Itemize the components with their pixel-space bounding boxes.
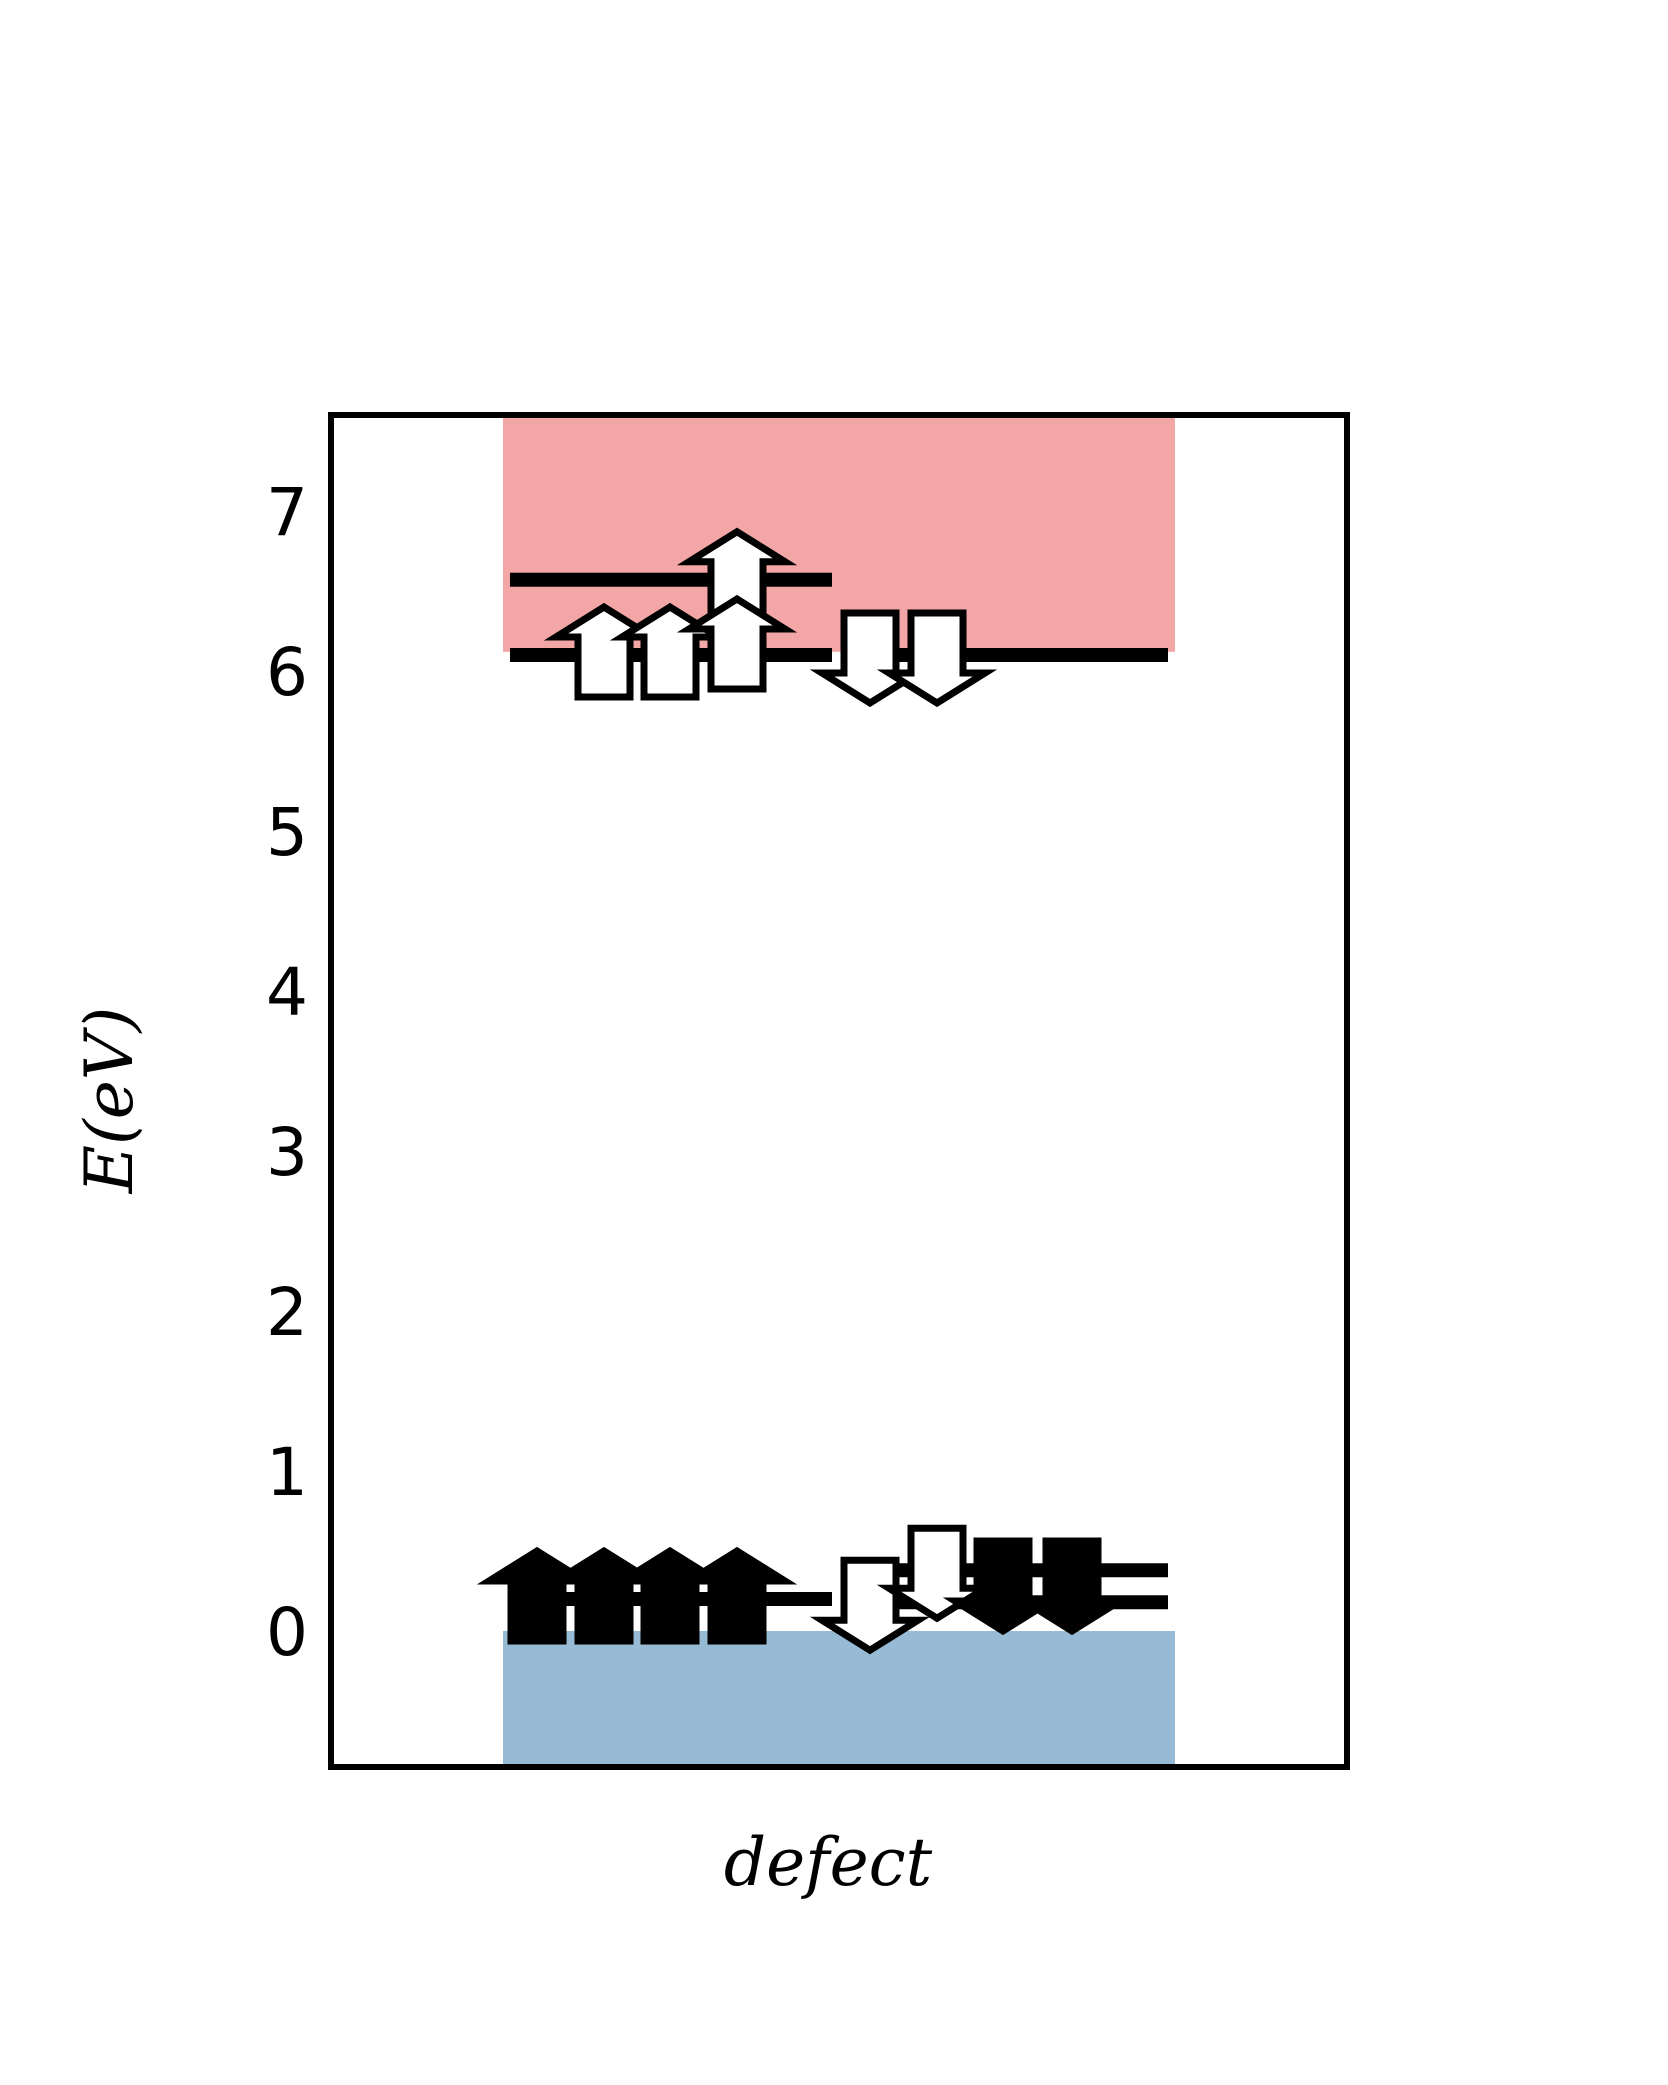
spin-down-arrow (1011, 1537, 1133, 1636)
y-axis-label: E(eV) (71, 1007, 148, 1194)
spin-down-arrow (809, 609, 931, 708)
y-tick-label: 4 (266, 954, 308, 1031)
spin-down-arrow (809, 1556, 931, 1655)
y-tick-label: 2 (266, 1274, 308, 1351)
y-tick-label: 1 (266, 1434, 308, 1511)
spin-up-arrow (476, 1546, 598, 1645)
y-tick-label: 6 (266, 634, 308, 711)
y-tick-layer: 0 1 2 3 4 5 6 7 (266, 474, 308, 1671)
spin-down-arrow (876, 609, 998, 708)
arrow-layer (476, 527, 1133, 1655)
y-tick-label: 7 (266, 474, 308, 551)
y-tick-label: 0 (266, 1594, 308, 1671)
level-layer (510, 572, 1168, 1610)
y-tick-label: 5 (266, 794, 308, 871)
plot-frame (328, 412, 1350, 1770)
x-axis-label: defect (724, 1824, 933, 1901)
spin-up-arrow (676, 1546, 798, 1645)
valence-band (503, 1631, 1175, 1767)
spin-down-arrow (942, 1537, 1064, 1636)
y-tick-label: 3 (266, 1114, 308, 1191)
spin-up-arrow (676, 594, 798, 693)
spin-up-arrow (609, 1546, 731, 1645)
